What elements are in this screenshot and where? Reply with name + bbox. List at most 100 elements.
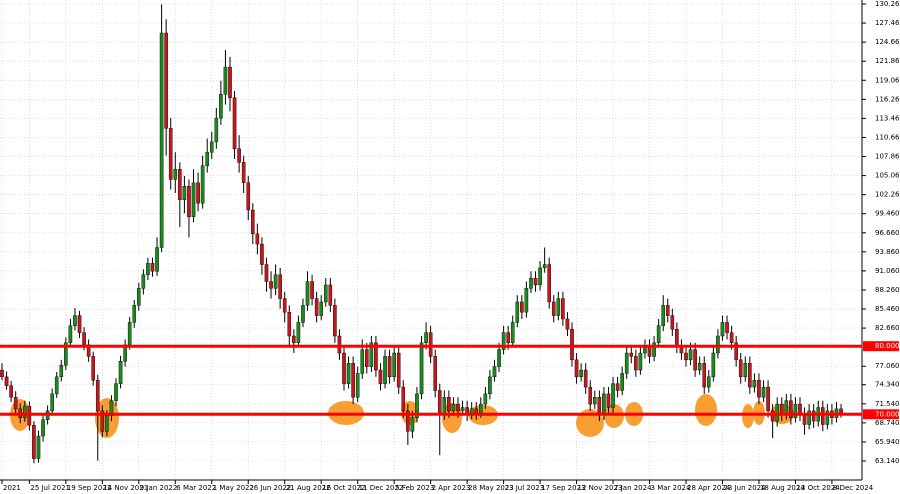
candle-body <box>665 305 670 316</box>
candle-body <box>287 311 292 337</box>
x-tick-label: 21 Aug 2022 <box>286 484 331 492</box>
candle-body <box>693 349 697 371</box>
candle-body <box>456 403 460 412</box>
y-tick-label: 124.660 <box>875 38 900 46</box>
y-tick-label: 127.460 <box>875 19 900 27</box>
y-tick-label: 91.060 <box>875 267 900 275</box>
candle-body <box>802 414 807 425</box>
candle-body <box>743 363 748 378</box>
candle-body <box>100 410 105 432</box>
candle-body <box>707 376 711 388</box>
candle-body <box>191 182 196 218</box>
candle-body <box>670 315 675 330</box>
x-tick-label: 5 Feb 2023 <box>395 484 434 492</box>
candle-body <box>775 403 779 422</box>
candle-body <box>396 352 401 388</box>
x-tick-label: 17 Sep 2023 <box>541 484 585 492</box>
candle-body <box>278 274 282 299</box>
x-tick-label: 28 May 2023 <box>468 484 514 492</box>
y-tick-label: 65.940 <box>875 438 900 446</box>
candle-body <box>173 168 178 180</box>
candle-body <box>378 369 383 384</box>
y-tick-label: 85.460 <box>875 305 900 313</box>
candle-body <box>593 397 597 405</box>
candle-body <box>59 365 64 378</box>
candle-body <box>661 305 665 326</box>
candle-body <box>602 393 606 415</box>
candle-body <box>365 349 369 367</box>
x-tick-label: 9 Jan 2022 <box>140 484 178 492</box>
candle-body <box>91 356 95 381</box>
y-tick-label: 107.860 <box>875 153 900 161</box>
x-tick-label: 13 Oct 2024 <box>796 484 840 492</box>
candle-body <box>474 408 479 414</box>
candle-body <box>223 66 228 95</box>
candle-body <box>451 403 456 412</box>
candle-body <box>296 322 301 344</box>
candle-body <box>346 363 351 384</box>
candle-body <box>579 369 583 378</box>
candle-body <box>483 393 488 405</box>
y-tick-label: 119.060 <box>875 76 900 84</box>
y-tick-label: 116.260 <box>875 95 900 103</box>
candle-body <box>492 366 497 378</box>
y-tick-label: 130.260 <box>875 0 900 8</box>
candle-body <box>54 376 59 395</box>
candle-body <box>387 356 392 378</box>
candle-body <box>23 405 27 418</box>
candle-body <box>269 281 273 289</box>
y-tick-label: 121.860 <box>875 57 900 65</box>
candle-body <box>798 403 802 415</box>
candle-body <box>501 332 506 350</box>
y-tick-label: 82.660 <box>875 324 900 332</box>
candle-body <box>187 186 191 218</box>
candle-body <box>583 369 588 388</box>
candle-body <box>561 298 565 320</box>
candle-body <box>369 342 374 367</box>
candle-body <box>752 380 757 388</box>
candle-body <box>136 288 141 306</box>
candle-body <box>460 407 465 412</box>
candle-body <box>182 186 187 201</box>
candle-body <box>196 182 200 204</box>
candle-body <box>337 335 342 354</box>
candle-body <box>333 305 337 337</box>
candle-body <box>0 369 4 378</box>
candle-body <box>547 264 551 303</box>
candle-body <box>392 352 396 378</box>
candle-body <box>319 301 324 316</box>
candle-body <box>779 403 784 415</box>
candle-body <box>597 397 602 415</box>
candle-body <box>615 383 620 391</box>
candle-body <box>510 322 515 344</box>
candle-body <box>606 393 611 408</box>
candle-body <box>95 380 100 412</box>
candle-body <box>323 284 328 303</box>
candle-body <box>542 264 547 269</box>
candle-body <box>588 386 593 405</box>
candle-body <box>219 94 223 119</box>
x-tick-label: 3 Mar 2024 <box>651 484 691 492</box>
x-tick-label: 23 Jun 2024 <box>723 484 766 492</box>
candle-body <box>524 288 529 313</box>
candle-body <box>629 352 634 357</box>
candle-body <box>178 168 182 201</box>
candle-body <box>200 165 205 204</box>
candle-body <box>565 318 570 330</box>
highlight-ellipse <box>604 404 624 428</box>
candle-body <box>250 209 255 235</box>
candle-body <box>205 151 210 166</box>
candle-body <box>447 397 451 412</box>
candle-body <box>656 325 661 344</box>
candle-body <box>406 410 410 432</box>
y-tick-label: 105.060 <box>875 172 900 180</box>
highlight-ellipse <box>695 394 717 426</box>
candle-body <box>118 360 123 384</box>
candle-body <box>68 325 73 344</box>
candle-body <box>684 352 688 361</box>
candle-body <box>232 97 237 149</box>
candle-body <box>292 335 296 344</box>
candle-body <box>437 390 442 415</box>
